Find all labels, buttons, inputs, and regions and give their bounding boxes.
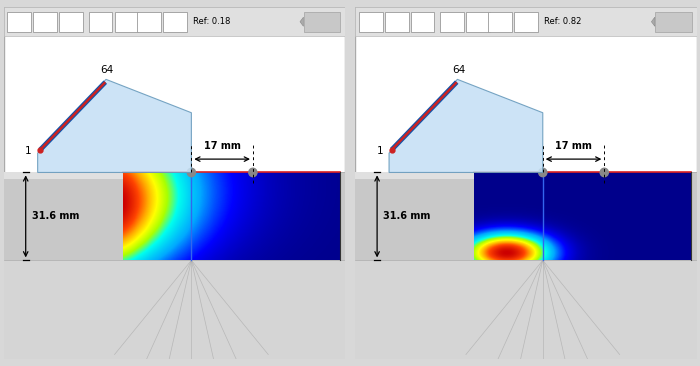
Text: 17 mm: 17 mm xyxy=(555,141,592,152)
FancyBboxPatch shape xyxy=(33,12,57,31)
FancyBboxPatch shape xyxy=(466,12,490,31)
Bar xyxy=(355,7,696,36)
Bar xyxy=(355,172,696,260)
FancyBboxPatch shape xyxy=(60,12,83,31)
FancyBboxPatch shape xyxy=(89,12,113,31)
FancyBboxPatch shape xyxy=(489,12,512,31)
Circle shape xyxy=(248,168,257,177)
FancyBboxPatch shape xyxy=(358,12,383,31)
Text: 31.6 mm: 31.6 mm xyxy=(384,212,430,221)
Text: Ref: 0.18: Ref: 0.18 xyxy=(193,17,230,26)
FancyBboxPatch shape xyxy=(384,12,409,31)
Bar xyxy=(355,260,696,359)
Bar xyxy=(4,172,123,179)
FancyBboxPatch shape xyxy=(514,12,538,31)
Circle shape xyxy=(600,168,608,177)
Text: 17 mm: 17 mm xyxy=(204,141,241,152)
Bar xyxy=(355,172,475,179)
FancyBboxPatch shape xyxy=(655,12,692,31)
Polygon shape xyxy=(389,79,542,172)
FancyBboxPatch shape xyxy=(304,12,340,31)
Text: 64: 64 xyxy=(452,65,465,75)
Polygon shape xyxy=(300,17,303,26)
FancyBboxPatch shape xyxy=(115,12,139,31)
Bar xyxy=(355,172,696,179)
Bar xyxy=(355,172,475,260)
Bar xyxy=(4,172,345,179)
FancyBboxPatch shape xyxy=(163,12,187,31)
FancyBboxPatch shape xyxy=(7,12,31,31)
FancyBboxPatch shape xyxy=(137,12,161,31)
Text: 1: 1 xyxy=(25,146,32,156)
FancyBboxPatch shape xyxy=(411,12,435,31)
Text: 64: 64 xyxy=(100,65,113,75)
Text: Ref: 0.82: Ref: 0.82 xyxy=(545,17,582,26)
Bar xyxy=(4,172,123,260)
Circle shape xyxy=(539,168,547,177)
Text: 1: 1 xyxy=(377,146,383,156)
Polygon shape xyxy=(38,79,191,172)
FancyBboxPatch shape xyxy=(440,12,464,31)
Circle shape xyxy=(188,168,195,177)
Bar xyxy=(4,172,345,260)
Text: 31.6 mm: 31.6 mm xyxy=(32,212,79,221)
Bar xyxy=(4,7,345,36)
Bar xyxy=(4,260,345,359)
Polygon shape xyxy=(652,17,654,26)
